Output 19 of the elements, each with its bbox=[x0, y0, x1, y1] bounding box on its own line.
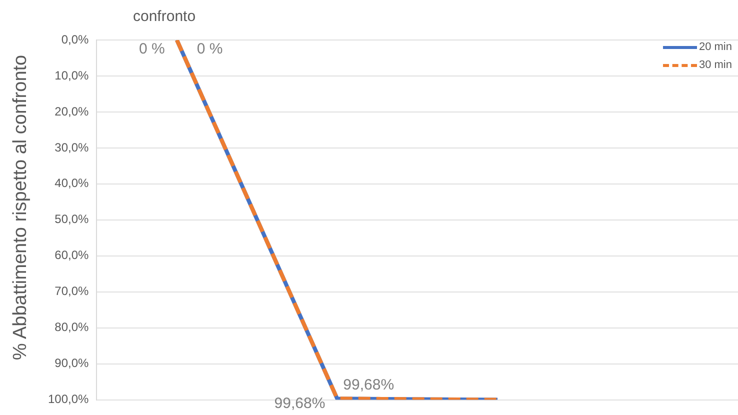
data-label: 99,68% bbox=[343, 376, 394, 394]
y-tick-label: 60,0% bbox=[54, 248, 90, 262]
y-tick-label: 40,0% bbox=[54, 176, 90, 190]
data-label: 0 % bbox=[139, 40, 165, 58]
y-tick-label: 50,0% bbox=[54, 212, 90, 226]
data-label: 99,68% bbox=[274, 394, 326, 412]
y-tick-label: 0,0% bbox=[61, 32, 90, 46]
y-tick-label: 10,0% bbox=[54, 68, 90, 82]
chart-title: confronto bbox=[133, 8, 196, 25]
data-label: 0 % bbox=[196, 40, 223, 58]
legend-label: 30 min bbox=[698, 59, 732, 71]
y-tick-label: 20,0% bbox=[54, 104, 90, 118]
y-tick-label: 100,0% bbox=[48, 392, 90, 406]
y-tick-label: 80,0% bbox=[54, 320, 90, 334]
y-tick-label: 70,0% bbox=[54, 284, 90, 298]
y-axis-title: % Abbattimento rispetto al confronto bbox=[9, 54, 32, 362]
legend-label: 20 min bbox=[698, 41, 732, 53]
y-tick-label: 30,0% bbox=[54, 140, 90, 154]
y-tick-label: 90,0% bbox=[54, 356, 90, 370]
